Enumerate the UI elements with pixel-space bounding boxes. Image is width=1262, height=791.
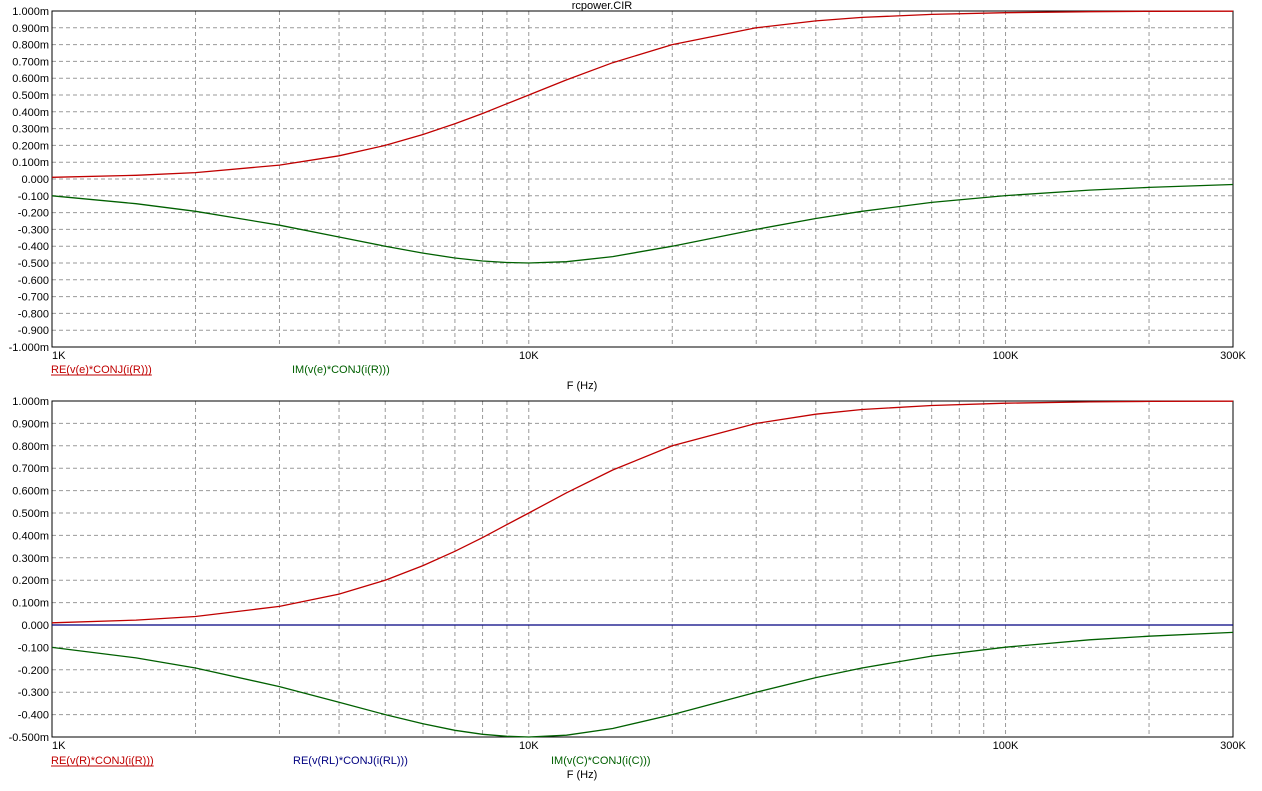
x-axis-label: F (Hz)	[567, 380, 598, 392]
bottom-plot-panel: 1.000m 0.900m 0.800m 0.700m 0.600m 0.500m 0.40…	[9, 396, 1247, 781]
y-tick-label: 0.300m	[12, 124, 49, 136]
y-tick-label: 0.000	[21, 174, 49, 186]
y-tick-label: -0.500	[18, 258, 49, 270]
series-line	[51, 10, 1234, 178]
y-tick-label: 0.400m	[12, 107, 49, 119]
y-tick-label: -0.100	[18, 642, 49, 654]
legend-entry: IM(v(C)*CONJ(i(C)))	[551, 755, 651, 767]
series-line	[51, 183, 1234, 264]
y-tick-label: -0.300	[18, 224, 49, 236]
y-tick-label: 0.500m	[12, 508, 49, 520]
plot-frame	[51, 400, 1234, 738]
y-tick-label: -0.200	[18, 208, 49, 220]
y-tick-label: -0.400	[18, 241, 49, 253]
y-tick-label: 0.500m	[12, 90, 49, 102]
y-tick-label: 0.200m	[12, 140, 49, 152]
series-line	[51, 631, 1234, 738]
y-tick-label: 0.600m	[12, 486, 49, 498]
x-axis-label: F (Hz)	[567, 769, 598, 781]
plot-frame	[51, 10, 1234, 348]
y-tick-label: -1.000m	[9, 342, 49, 354]
y-tick-label: 0.900m	[12, 23, 49, 35]
y-tick-label: -0.700	[18, 292, 49, 304]
x-tick-label: 100K	[993, 740, 1019, 752]
y-tick-label: 0.900m	[12, 418, 49, 430]
y-tick-label: -0.900	[18, 325, 49, 337]
y-tick-label: 0.700m	[12, 463, 49, 475]
y-tick-label: 0.300m	[12, 553, 49, 565]
y-tick-label: -0.800	[18, 308, 49, 320]
series-line	[51, 400, 1234, 624]
x-tick-label: 1K	[52, 740, 66, 752]
top-plot-panel: 1.000m 0.900m 0.800m 0.700m 0.600m 0.500m 0.40…	[9, 6, 1247, 392]
y-tick-label: 0.400m	[12, 530, 49, 542]
y-tick-label: 0.200m	[12, 575, 49, 587]
legend-entry: IM(v(e)*CONJ(i(R)))	[292, 364, 390, 376]
legend-entry: RE(v(e)*CONJ(i(R)))	[51, 364, 152, 376]
y-tick-label: -0.600	[18, 275, 49, 287]
y-tick-label: 0.100m	[12, 598, 49, 610]
x-tick-label: 10K	[519, 350, 539, 362]
y-tick-label: 0.100m	[12, 157, 49, 169]
y-tick-label: 0.000	[21, 620, 49, 632]
y-tick-label: 1.000m	[12, 6, 49, 18]
x-tick-label: 300K	[1220, 350, 1246, 362]
legend-entry: RE(v(RL)*CONJ(i(RL)))	[293, 755, 408, 767]
plot-title: rcpower.CIR	[572, 0, 633, 12]
x-tick-label: 10K	[519, 740, 539, 752]
y-tick-label: 0.800m	[12, 441, 49, 453]
y-tick-label: -0.200	[18, 665, 49, 677]
x-tick-label: 100K	[993, 350, 1019, 362]
legend-entry: RE(v(R)*CONJ(i(R)))	[51, 755, 154, 767]
y-tick-label: 1.000m	[12, 396, 49, 408]
y-tick-label: 0.600m	[12, 73, 49, 85]
y-tick-label: 0.700m	[12, 56, 49, 68]
y-tick-label: -0.100	[18, 191, 49, 203]
x-tick-label: 300K	[1220, 740, 1246, 752]
y-tick-label: -0.400	[18, 710, 49, 722]
y-tick-label: -0.500m	[9, 732, 49, 744]
y-tick-label: 0.800m	[12, 40, 49, 52]
y-tick-label: -0.300	[18, 687, 49, 699]
x-tick-label: 1K	[52, 350, 66, 362]
